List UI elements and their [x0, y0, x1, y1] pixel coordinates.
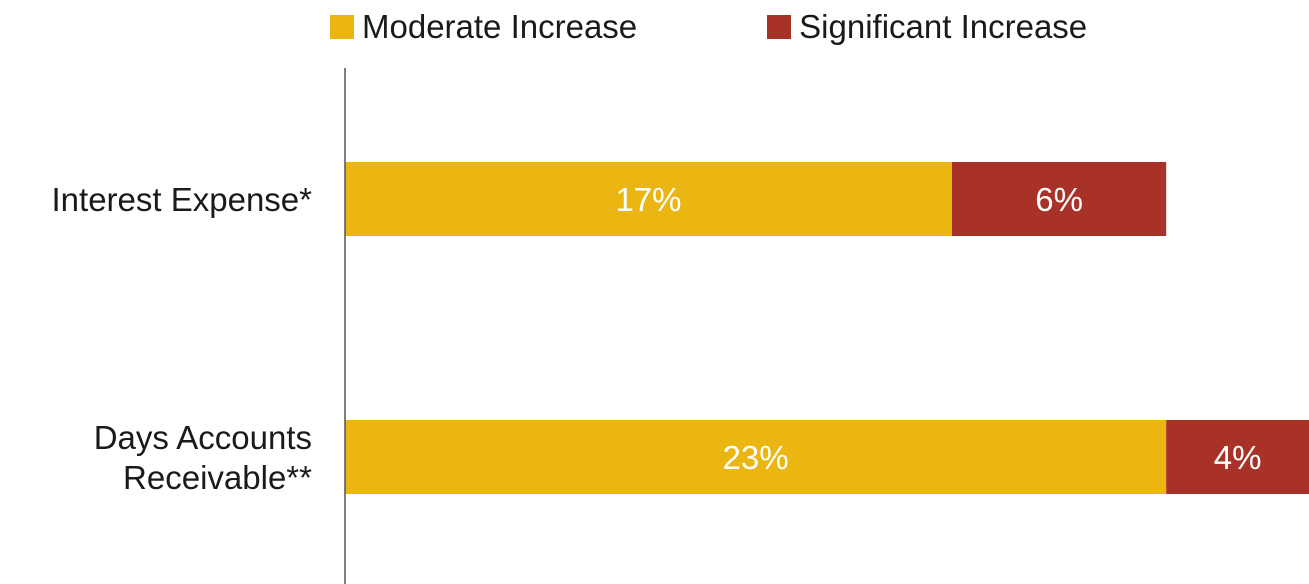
- bar-label-significant-2: 4%: [1214, 439, 1262, 476]
- bar-label-significant-1: 6%: [1035, 181, 1083, 218]
- category-label-1: Interest Expense*: [52, 181, 313, 218]
- legend-swatch-significant: [767, 15, 792, 39]
- bar-moderate-2: [345, 420, 1167, 494]
- legend-label-significant: Significant Increase: [799, 8, 1088, 45]
- legend-item-moderate: Moderate Increase: [330, 8, 637, 46]
- legend-item-significant: Significant Increase: [767, 8, 1087, 46]
- legend: Moderate Increase Significant Increase: [330, 8, 1087, 46]
- legend-label-moderate: Moderate Increase: [362, 8, 638, 45]
- bar-label-moderate-2: 23%: [723, 439, 789, 476]
- category-label-2-line-2: Receivable**: [123, 459, 312, 496]
- bar-moderate-1: [345, 162, 952, 236]
- bar-label-moderate-1: 17%: [615, 181, 681, 218]
- bar-significant-1: [951, 162, 1167, 236]
- bar-significant-2: [1166, 420, 1309, 494]
- legend-swatch-moderate: [330, 15, 354, 39]
- category-label-2-line-1: Days Accounts: [94, 419, 312, 456]
